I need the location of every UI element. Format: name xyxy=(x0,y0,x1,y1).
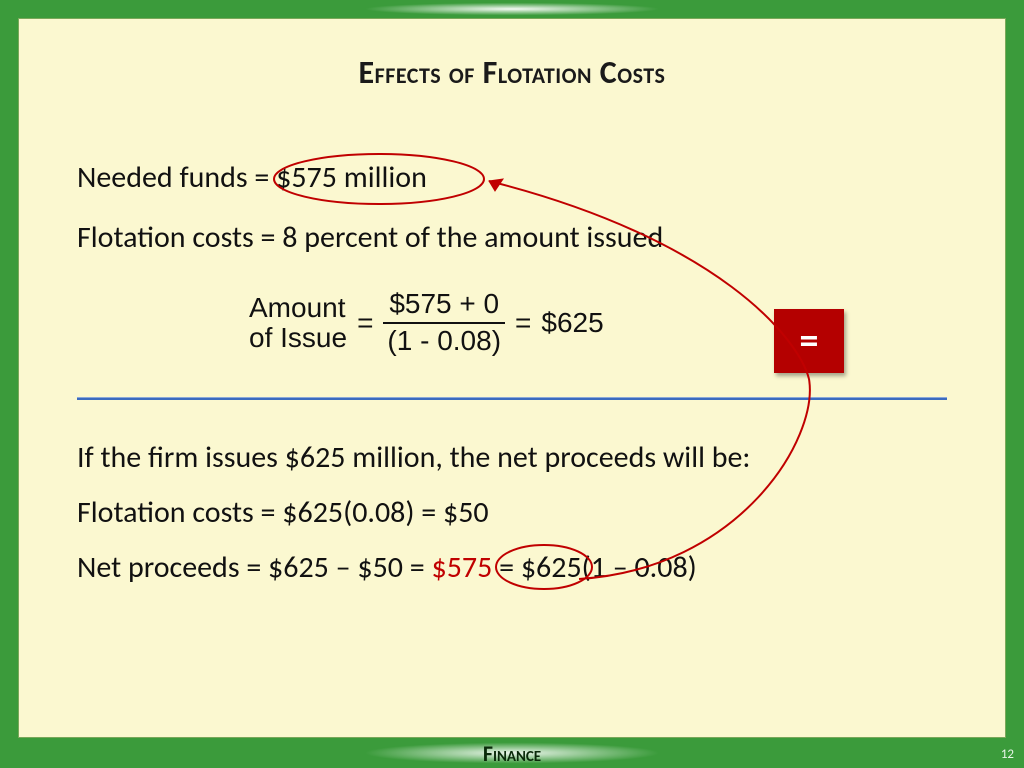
slide-title: Effects of Flotation Costs xyxy=(19,53,1005,92)
slide-body: Effects of Flotation Costs Needed funds … xyxy=(18,18,1006,738)
numerator: $575 + 0 xyxy=(385,289,503,322)
section-divider xyxy=(77,397,947,400)
needed-funds-label: Needed funds = xyxy=(77,159,276,196)
fraction: $575 + 0 (1 - 0.08) xyxy=(383,289,505,357)
equation-label-top: Amount xyxy=(249,293,347,322)
equals-2: = xyxy=(515,307,531,339)
amount-of-issue-equation: Amount of Issue = $575 + 0 (1 - 0.08) = … xyxy=(249,289,604,357)
flotation-costs-line: Flotation costs = 8 percent of the amoun… xyxy=(77,219,663,256)
footer-bar: Finance xyxy=(0,738,1024,768)
np-pre: Net proceeds = $625 – $50 = xyxy=(77,549,432,586)
np-value: $575 xyxy=(432,549,493,586)
footer-text: Finance xyxy=(483,740,541,767)
page-number: 12 xyxy=(1001,747,1014,762)
net-proceeds-line: Net proceeds = $625 – $50 = $575 = $625(… xyxy=(77,549,697,586)
annotation-overlay xyxy=(19,19,1007,739)
slide-frame: Effects of Flotation Costs Needed funds … xyxy=(0,0,1024,768)
arrow-head xyxy=(489,179,503,191)
np-post: = $625(1 – 0.08) xyxy=(492,549,696,586)
denominator: (1 - 0.08) xyxy=(383,322,505,357)
needed-funds-value: $575 million xyxy=(276,159,427,196)
equation-label: Amount of Issue xyxy=(249,293,347,352)
needed-funds-line: Needed funds = $575 million xyxy=(77,159,427,196)
equals-callout-box: = xyxy=(774,309,844,373)
if-line: If the firm issues $625 million, the net… xyxy=(77,439,750,476)
equals-callout-symbol: = xyxy=(800,318,819,364)
top-glow xyxy=(302,0,722,18)
equation-label-bottom: of Issue xyxy=(249,323,347,352)
equals-1: = xyxy=(357,307,373,339)
equation-result: $625 xyxy=(541,307,603,339)
flotation-calc-line: Flotation costs = $625(0.08) = $50 xyxy=(77,494,489,531)
